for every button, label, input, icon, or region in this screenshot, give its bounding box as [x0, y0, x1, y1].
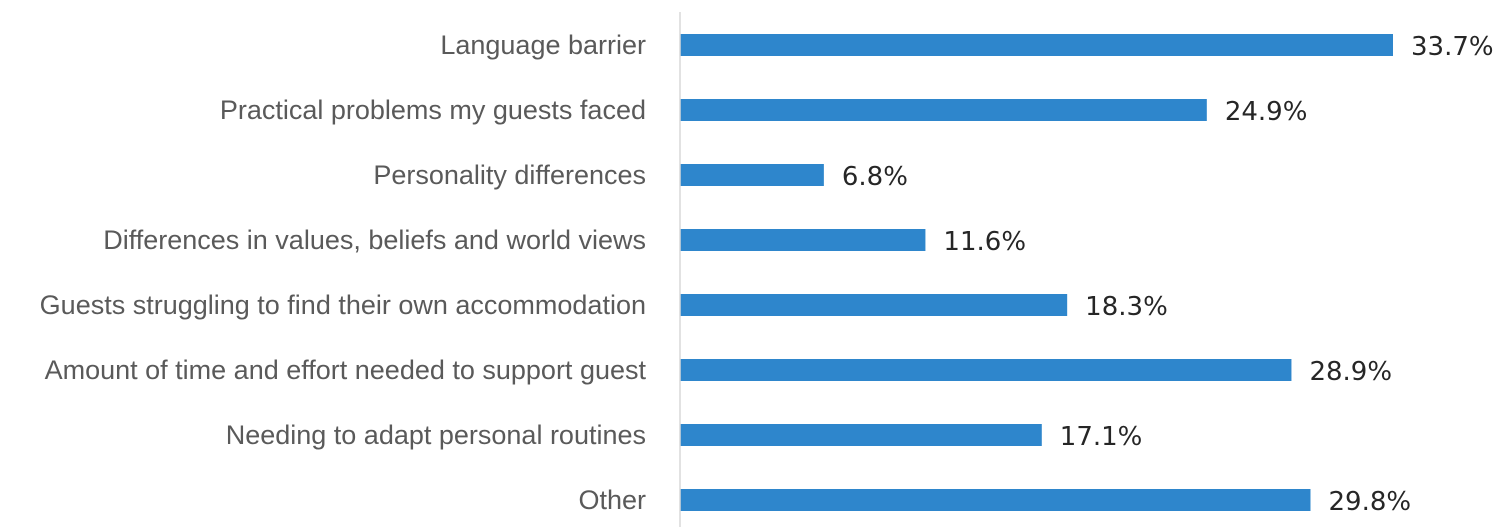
category-label: Personality differences — [373, 160, 646, 190]
bars-group: Language barrier 33.7% Practical problems … — [40, 30, 1494, 517]
bar-row: Amount of time and effort needed to supp… — [45, 355, 1392, 387]
value-label: 11.6% — [943, 227, 1026, 257]
bar-row: Personality differences 6.8% — [373, 160, 908, 192]
bar-row: Language barrier 33.7% — [440, 30, 1493, 62]
value-label: 17.1% — [1060, 422, 1143, 452]
value-label: 6.8% — [842, 162, 908, 192]
category-label: Differences in values, beliefs and world… — [103, 225, 646, 255]
category-label: Guests struggling to find their own acco… — [40, 290, 646, 320]
value-label: 29.8% — [1328, 487, 1411, 517]
bar-row: Practical problems my guests faced 24.9% — [220, 95, 1308, 127]
bar-row: Needing to adapt personal routines 17.1% — [226, 420, 1143, 452]
bar-row: Other 29.8% — [578, 485, 1411, 517]
value-label: 18.3% — [1085, 292, 1168, 322]
bar — [680, 489, 1311, 511]
bar — [680, 164, 824, 186]
bar — [680, 424, 1042, 446]
bar — [680, 294, 1068, 316]
category-label: Language barrier — [440, 30, 646, 60]
bar — [680, 229, 926, 251]
bar-row: Differences in values, beliefs and world… — [103, 225, 1026, 257]
category-label: Amount of time and effort needed to supp… — [45, 355, 647, 385]
category-label: Other — [578, 485, 646, 515]
bar — [680, 359, 1292, 381]
bar — [680, 34, 1393, 56]
category-label: Needing to adapt personal routines — [226, 420, 646, 450]
value-label: 24.9% — [1225, 97, 1308, 127]
bar — [680, 99, 1207, 121]
category-label: Practical problems my guests faced — [220, 95, 646, 125]
bar-row: Guests struggling to find their own acco… — [40, 290, 1168, 322]
value-label: 33.7% — [1411, 32, 1494, 62]
value-label: 28.9% — [1309, 357, 1392, 387]
